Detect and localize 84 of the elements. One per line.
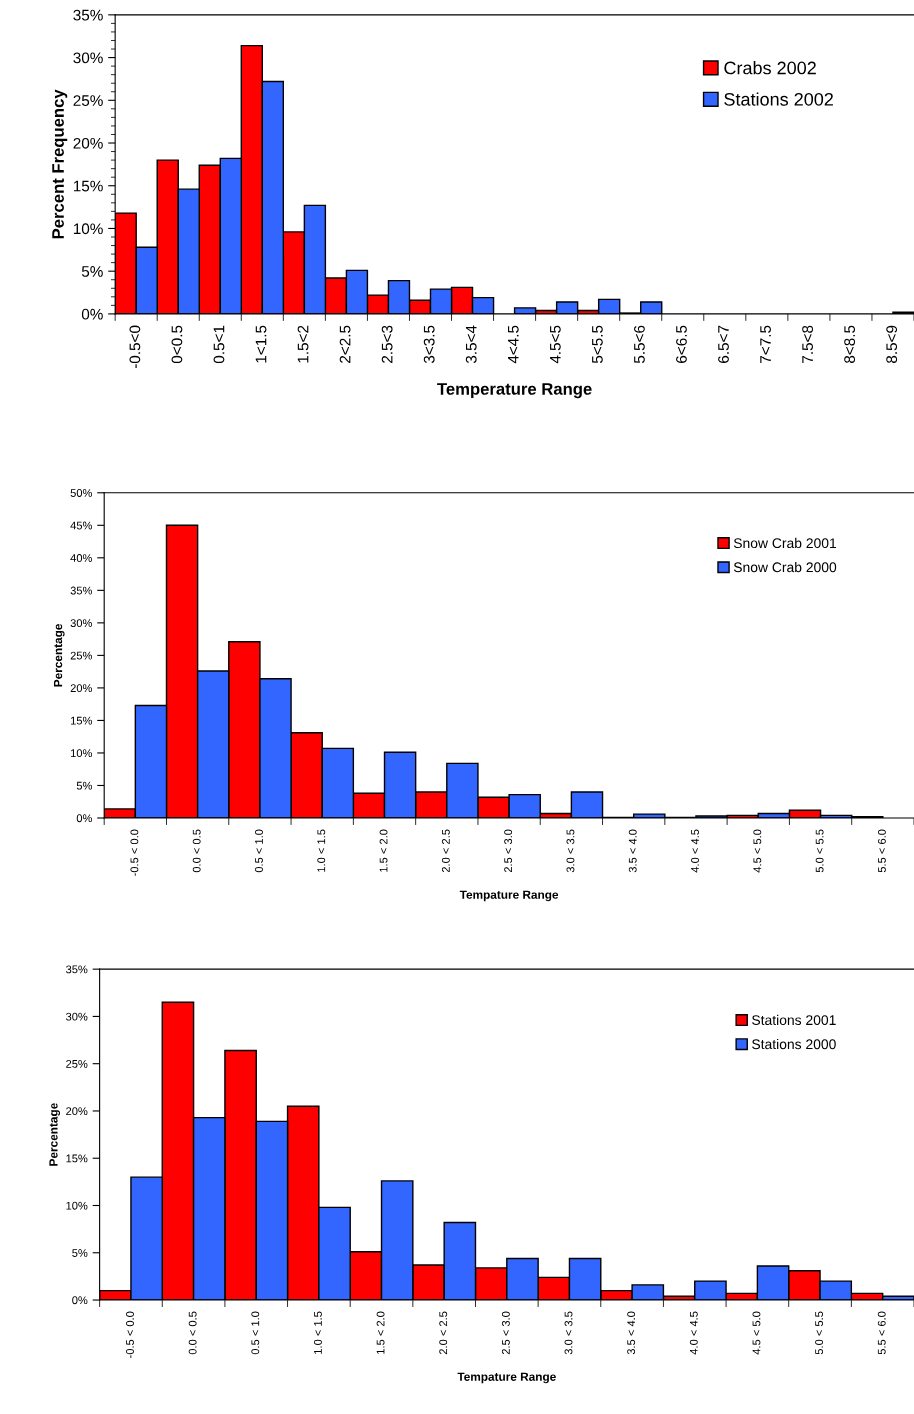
x-axis-title: Tempature Range [459, 890, 559, 902]
x-tick-label: -0.5 < 0.0 [130, 829, 139, 876]
legend-label: Snow Crab 2001 [733, 537, 837, 549]
x-tick-label: 0.0 < 0.5 [192, 829, 201, 873]
x-tick-label: 5.5 < 6.0 [877, 1311, 886, 1355]
y-tick-label: 20% [70, 684, 92, 693]
y-tick-label: 5% [76, 781, 92, 790]
x-tick-label: 2.0 < 2.5 [441, 829, 450, 873]
x-tick-label: 3.5 < 4.0 [628, 829, 637, 873]
x-tick-label: 2<2.5 [339, 325, 351, 363]
y-tick-label: 25% [73, 95, 103, 106]
x-axis-title: Temperature Range [437, 383, 592, 399]
x-axis-title: Tempature Range [457, 1372, 556, 1384]
x-tick-label: 5.5<6 [634, 325, 645, 364]
x-tick-label: 2.5 < 3.0 [504, 829, 513, 873]
y-tick-label: 35% [66, 965, 88, 974]
x-tick-label: 3.5 < 4.0 [627, 1311, 636, 1355]
x-tick-label: 4.5 < 5.0 [753, 829, 762, 873]
y-tick-label: 30% [73, 52, 103, 64]
x-tick-label: -0.5<0 [129, 325, 141, 369]
y-tick-label: 20% [73, 137, 103, 149]
x-tick-label: -0.5 < 0.0 [126, 1311, 134, 1358]
x-tick-label: 2.5<3 [381, 325, 393, 363]
x-tick-label: 3.0 < 3.5 [564, 1311, 573, 1355]
x-tick-label: 7.5<8 [802, 325, 813, 363]
x-tick-label: 6.5<7 [718, 325, 729, 363]
x-tick-label: 0.5 < 1.0 [251, 1311, 260, 1355]
y-tick-label: 45% [70, 521, 92, 530]
y-tick-label: 15% [73, 180, 103, 192]
x-tick-label: 5.0 < 5.5 [815, 829, 824, 873]
y-tick-label: 30% [70, 619, 92, 627]
x-tick-label: 6<6.5 [676, 325, 687, 363]
x-tick-label: 1.0 < 1.5 [314, 1311, 322, 1354]
y-axis-title: Percentage [53, 623, 65, 687]
y-axis-title: Percent Frequency [52, 89, 68, 239]
x-tick-label: 3.0 < 3.5 [566, 829, 575, 873]
x-tick-label: 0<0.5 [171, 325, 183, 364]
y-tick-label: 5% [81, 266, 103, 277]
legend-label: Stations 2001 [752, 1014, 836, 1026]
y-tick-label: 25% [66, 1059, 88, 1068]
y-axis-title: Percentage [49, 1103, 61, 1166]
x-tick-label: 4<4.5 [508, 325, 519, 364]
x-tick-label: 3.5<4 [465, 325, 477, 364]
x-tick-label: 4.0 < 4.5 [691, 829, 699, 873]
y-tick-label: 35% [73, 9, 103, 21]
x-tick-label: 1<1.5 [255, 325, 267, 363]
x-tick-label: 2.0 < 2.5 [439, 1311, 448, 1355]
x-tick-label: 7<7.5 [760, 325, 771, 363]
x-tick-label: 4.0 < 4.5 [689, 1311, 698, 1355]
x-tick-label: 1.5<2 [297, 325, 309, 363]
legend-label: Snow Crab 2000 [733, 562, 837, 573]
x-tick-label: 8<8.5 [844, 325, 856, 364]
x-tick-label: 1.5 < 2.0 [376, 1311, 385, 1354]
y-tick-label: 15% [71, 716, 92, 725]
x-tick-label: 4.5 < 5.0 [752, 1311, 761, 1355]
y-tick-label: 15% [66, 1154, 88, 1163]
y-tick-label: 20% [66, 1107, 88, 1116]
x-tick-label: 2.5 < 3.0 [501, 1311, 510, 1355]
y-tick-label: 50% [70, 489, 92, 497]
y-tick-label: 0% [81, 308, 103, 320]
y-tick-label: 10% [66, 1201, 88, 1210]
legend-label: Crabs 2002 [724, 61, 816, 75]
x-tick-label: 3<3.5 [423, 325, 435, 364]
y-tick-label: 5% [72, 1249, 88, 1257]
x-tick-label: 4.5<5 [550, 325, 561, 364]
x-tick-label: 8.5<9 [886, 325, 898, 364]
x-tick-label: 5<5.5 [592, 325, 603, 364]
x-tick-label: 0.5 < 1.0 [255, 829, 263, 873]
legend-label: Stations 2000 [752, 1038, 836, 1050]
x-tick-label: 0.5<1 [213, 325, 225, 364]
legend-label: Stations 2002 [724, 92, 833, 106]
y-tick-label: 10% [71, 749, 92, 758]
x-tick-label: 0.0 < 0.5 [188, 1311, 197, 1355]
x-tick-label: 1.5 < 2.0 [379, 829, 388, 872]
y-tick-label: 0% [72, 1296, 88, 1305]
y-tick-label: 30% [66, 1012, 88, 1021]
y-tick-label: 10% [73, 223, 103, 235]
x-tick-label: 5.5 < 6.0 [877, 829, 886, 873]
y-tick-label: 40% [70, 554, 92, 562]
x-tick-label: 5.0 < 5.5 [815, 1311, 824, 1355]
y-tick-label: 0% [76, 814, 92, 823]
x-tick-label: 1.0 < 1.5 [317, 829, 326, 872]
y-tick-label: 25% [70, 651, 92, 660]
y-tick-label: 35% [70, 586, 92, 595]
